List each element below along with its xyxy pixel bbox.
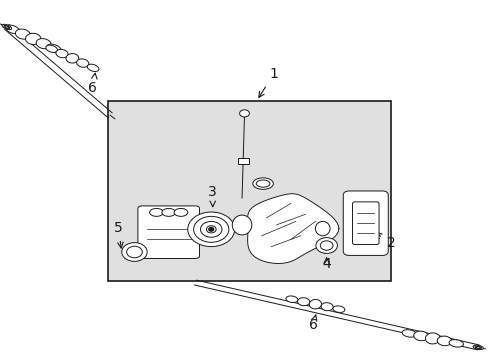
Ellipse shape xyxy=(174,208,187,216)
Ellipse shape xyxy=(77,59,89,67)
Ellipse shape xyxy=(413,331,427,341)
Ellipse shape xyxy=(5,25,20,33)
Ellipse shape xyxy=(56,49,68,58)
Ellipse shape xyxy=(46,45,58,53)
Ellipse shape xyxy=(4,25,10,29)
FancyBboxPatch shape xyxy=(352,202,378,244)
Ellipse shape xyxy=(475,347,479,348)
Text: 5: 5 xyxy=(114,221,123,248)
Ellipse shape xyxy=(16,29,30,39)
Text: 4: 4 xyxy=(322,257,330,270)
Bar xyxy=(238,158,248,164)
Ellipse shape xyxy=(425,333,439,344)
Circle shape xyxy=(206,226,216,233)
Bar xyxy=(107,101,390,281)
Ellipse shape xyxy=(321,303,332,311)
Ellipse shape xyxy=(401,330,416,337)
Ellipse shape xyxy=(66,54,79,63)
Circle shape xyxy=(126,246,142,258)
Ellipse shape xyxy=(448,339,463,347)
Ellipse shape xyxy=(47,44,61,53)
Circle shape xyxy=(239,110,249,117)
Ellipse shape xyxy=(5,26,9,28)
Circle shape xyxy=(193,216,228,242)
Polygon shape xyxy=(247,194,338,264)
Ellipse shape xyxy=(162,208,175,216)
Ellipse shape xyxy=(308,300,321,309)
Circle shape xyxy=(187,212,234,247)
Circle shape xyxy=(320,241,332,250)
Ellipse shape xyxy=(315,221,329,236)
Ellipse shape xyxy=(87,64,99,72)
Circle shape xyxy=(315,238,337,253)
Circle shape xyxy=(122,243,147,261)
Ellipse shape xyxy=(472,345,483,350)
Text: 6: 6 xyxy=(88,73,97,95)
Text: 6: 6 xyxy=(308,315,317,332)
Ellipse shape xyxy=(474,346,481,349)
Text: 3: 3 xyxy=(208,185,217,207)
Ellipse shape xyxy=(436,336,451,346)
FancyBboxPatch shape xyxy=(138,206,199,258)
Ellipse shape xyxy=(2,24,12,30)
Circle shape xyxy=(208,228,213,231)
Ellipse shape xyxy=(232,215,251,235)
FancyBboxPatch shape xyxy=(343,191,387,256)
Ellipse shape xyxy=(297,298,309,306)
Text: 2: 2 xyxy=(375,233,395,250)
Circle shape xyxy=(200,221,222,237)
Ellipse shape xyxy=(25,33,41,45)
Ellipse shape xyxy=(252,178,273,189)
Text: 1: 1 xyxy=(258,67,278,98)
Ellipse shape xyxy=(36,39,51,49)
Ellipse shape xyxy=(256,180,269,187)
Ellipse shape xyxy=(149,208,163,216)
Ellipse shape xyxy=(285,296,297,302)
Ellipse shape xyxy=(332,306,344,312)
